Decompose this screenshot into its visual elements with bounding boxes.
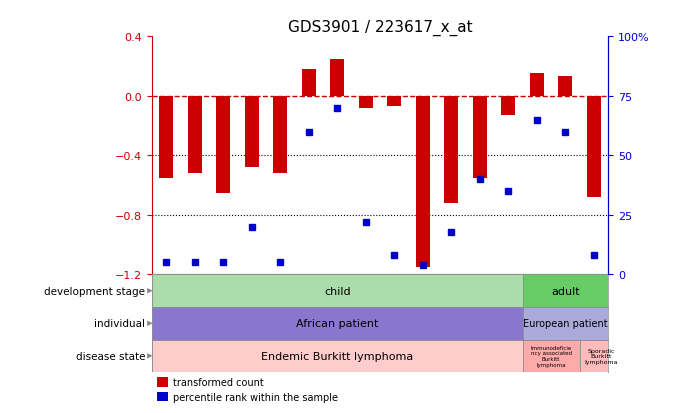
- Bar: [273, 97, 287, 174]
- Text: Endemic Burkitt lymphoma: Endemic Burkitt lymphoma: [261, 351, 413, 361]
- Text: transformed count: transformed count: [173, 377, 263, 387]
- Bar: [473, 97, 487, 178]
- Bar: [216, 97, 230, 193]
- Bar: [157, 377, 168, 387]
- Bar: [501, 97, 515, 116]
- Bar: [152, 307, 522, 340]
- Bar: [587, 97, 601, 197]
- Bar: [416, 97, 430, 267]
- Bar: [159, 97, 173, 178]
- Bar: [188, 97, 202, 174]
- Bar: [359, 97, 373, 109]
- Bar: [444, 97, 458, 204]
- Title: GDS3901 / 223617_x_at: GDS3901 / 223617_x_at: [287, 20, 473, 36]
- Bar: [330, 59, 344, 97]
- Bar: [152, 275, 522, 307]
- Text: adult: adult: [551, 286, 580, 296]
- Text: African patient: African patient: [296, 318, 379, 328]
- Bar: [558, 77, 572, 97]
- Bar: [245, 97, 259, 168]
- Bar: [152, 340, 522, 372]
- Bar: [157, 392, 168, 401]
- Bar: [522, 307, 608, 340]
- Bar: [522, 340, 580, 372]
- Text: Sporadic
Burkitt
lymphoma: Sporadic Burkitt lymphoma: [584, 348, 618, 364]
- Bar: [522, 275, 608, 307]
- Text: percentile rank within the sample: percentile rank within the sample: [173, 392, 337, 401]
- Text: child: child: [324, 286, 350, 296]
- Text: Immunodeficie
ncy associated
Burkitt
lymphoma: Immunodeficie ncy associated Burkitt lym…: [531, 345, 571, 367]
- Text: individual: individual: [94, 318, 145, 328]
- Bar: [387, 97, 401, 107]
- Text: European patient: European patient: [523, 318, 607, 328]
- Bar: [302, 70, 316, 97]
- Text: disease state: disease state: [75, 351, 145, 361]
- Bar: [530, 74, 544, 97]
- Bar: [580, 340, 608, 372]
- Text: development stage: development stage: [44, 286, 145, 296]
